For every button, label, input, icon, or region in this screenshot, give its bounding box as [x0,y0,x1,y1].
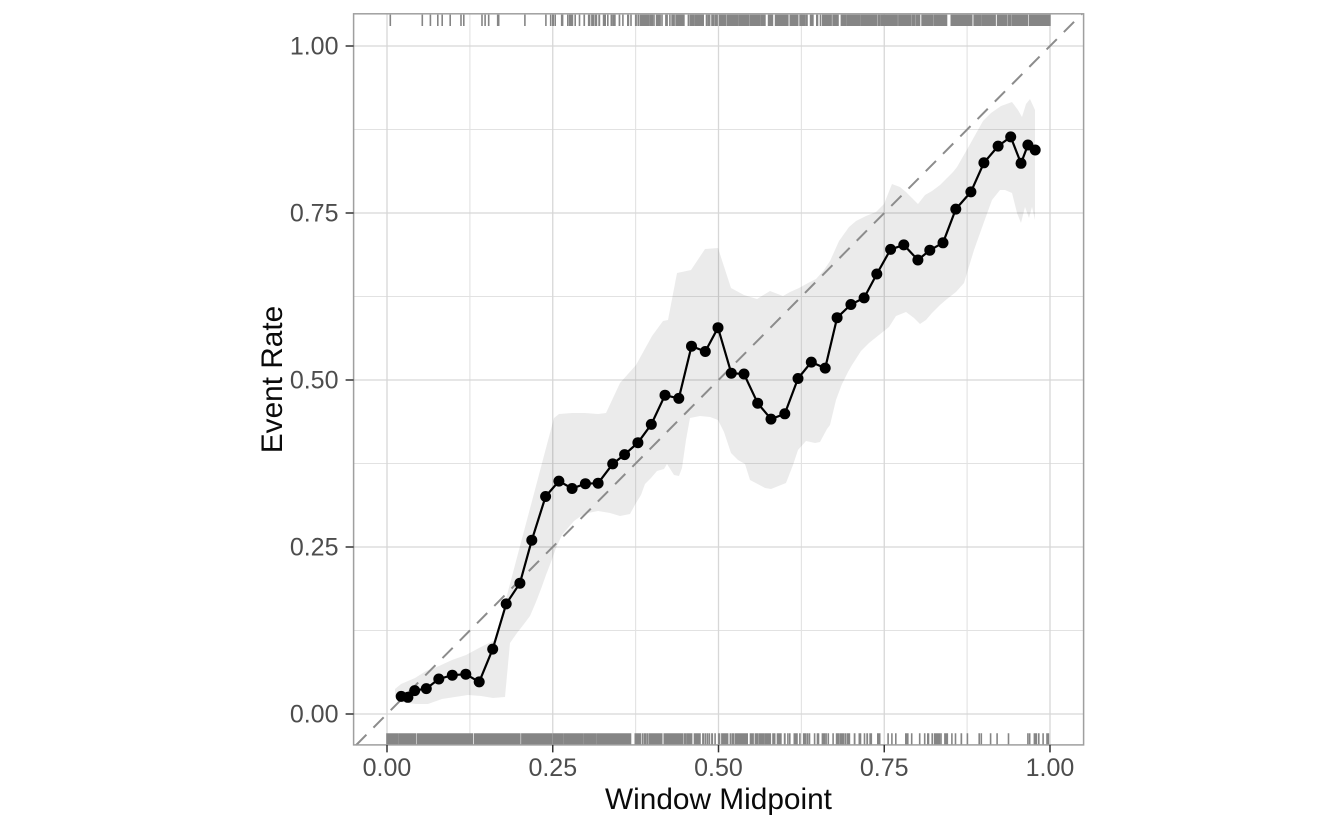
svg-text:1.00: 1.00 [1026,754,1075,782]
svg-text:Event Rate: Event Rate [256,306,289,453]
svg-text:Window Midpoint: Window Midpoint [605,783,833,816]
svg-text:0.75: 0.75 [290,200,339,228]
svg-text:0.00: 0.00 [290,701,339,729]
svg-text:0.50: 0.50 [290,367,339,395]
svg-text:0.75: 0.75 [860,754,909,782]
svg-text:0.50: 0.50 [694,754,743,782]
svg-text:0.00: 0.00 [363,754,412,782]
svg-text:0.25: 0.25 [290,534,339,562]
svg-text:1.00: 1.00 [290,33,339,61]
svg-text:0.25: 0.25 [528,754,577,782]
